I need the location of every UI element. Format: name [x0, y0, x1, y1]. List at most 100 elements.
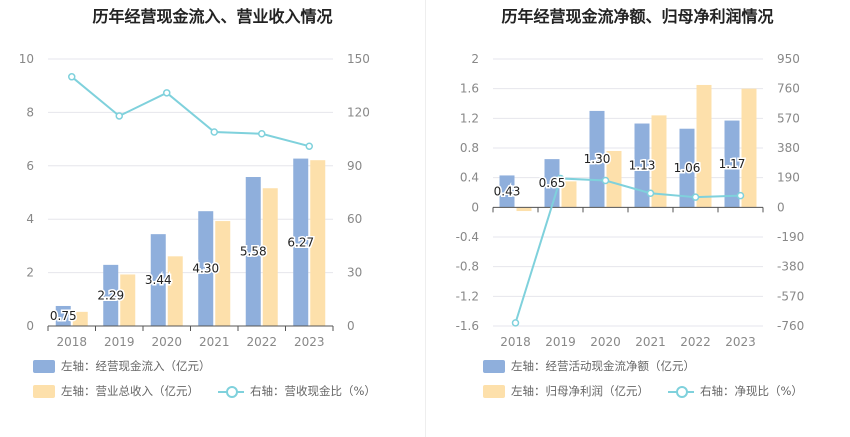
- x-tick-label: 2022: [680, 335, 711, 349]
- data-label: 3.44: [145, 273, 172, 287]
- legend-label: 右轴：营收现金比（%）: [250, 384, 376, 398]
- legend-swatch-icon: [33, 384, 55, 398]
- data-label: 4.30: [192, 262, 219, 276]
- legend-item-net-cash-flow[interactable]: 左轴：经营活动现金流净额（亿元）: [483, 358, 695, 374]
- y-left-tick-label: 0.4: [460, 171, 479, 185]
- x-tick-label: 2021: [635, 335, 666, 349]
- y-right-tick-label: 150: [347, 52, 370, 66]
- x-tick-label: 2018: [56, 335, 87, 349]
- y-left-tick-label: 1.6: [460, 82, 479, 96]
- x-tick-label: 2018: [500, 335, 531, 349]
- y-left-tick-label: 8: [26, 105, 34, 119]
- legend-label: 左轴：归母净利润（亿元）: [511, 384, 649, 398]
- data-label: 1.13: [629, 158, 656, 172]
- y-right-tick-label: -190: [777, 230, 804, 244]
- line-point: [68, 73, 76, 81]
- x-tick-label: 2019: [545, 335, 576, 349]
- bar: [262, 188, 278, 326]
- y-left-tick-label: 2: [471, 52, 479, 66]
- line-point: [556, 174, 565, 183]
- x-tick-label: 2021: [199, 335, 230, 349]
- line-point: [305, 142, 313, 150]
- left-chart-panel: 历年经营现金流入、营业收入情况 0 2 4 6 8 10 0 30 60 90 120 150 2018…: [19, 7, 376, 399]
- x-tick-label: 2023: [725, 335, 756, 349]
- legend-item-revenue[interactable]: 左轴：营业总收入（亿元）: [33, 383, 199, 399]
- bar: [679, 128, 695, 208]
- legend-label: 左轴：营业总收入（亿元）: [61, 384, 199, 398]
- legend-label: 右轴：净现比（%）: [700, 384, 803, 398]
- line-point: [210, 128, 218, 136]
- data-label: 1.17: [719, 157, 746, 171]
- bar: [310, 160, 326, 326]
- legend-label: 左轴：经营现金流入（亿元）: [61, 359, 211, 373]
- x-tick-label: 2022: [246, 335, 277, 349]
- line-point: [163, 89, 171, 97]
- line-point: [601, 176, 610, 185]
- panel-divider: [425, 0, 426, 437]
- bar: [724, 120, 740, 208]
- bar: [103, 264, 119, 326]
- line-point: [691, 193, 700, 201]
- bar: [561, 181, 577, 208]
- legend-line-marker-icon: [218, 385, 244, 398]
- y-right-tick-label: -570: [777, 289, 804, 303]
- y-right-tick-label: 0: [777, 200, 785, 214]
- legend-item-cash-inflow[interactable]: 左轴：经营现金流入（亿元）: [33, 358, 211, 374]
- chart-title: 历年经营现金流净额、归母净利润情况: [501, 7, 774, 26]
- bar: [293, 158, 309, 326]
- y-left-tick-label: -0.4: [456, 230, 479, 244]
- x-tick-label: 2019: [104, 335, 135, 349]
- y-left-tick-label: -0.8: [456, 260, 479, 274]
- data-label: 2.29: [97, 288, 124, 302]
- y-right-tick-label: 760: [777, 82, 800, 96]
- y-left-tick-label: 6: [26, 159, 34, 173]
- y-right-tick-label: 120: [347, 105, 370, 119]
- legend-item-net-profit[interactable]: 左轴：归母净利润（亿元）: [483, 383, 649, 399]
- y-right-tick-label: 570: [777, 111, 800, 125]
- data-label: 1.30: [584, 152, 611, 166]
- x-tick-label: 2020: [151, 335, 182, 349]
- y-right-tick-label: 190: [777, 171, 800, 185]
- legend-swatch-icon: [483, 384, 505, 398]
- legend-line-marker-icon: [668, 385, 694, 398]
- legend-swatch-icon: [483, 359, 505, 373]
- y-right-tick-label: 60: [347, 212, 362, 226]
- data-label: 0.43: [494, 184, 521, 198]
- y-left-tick-label: -1.6: [456, 319, 479, 333]
- bar: [741, 88, 757, 208]
- y-right-tick-label: 90: [347, 159, 362, 173]
- y-left-tick-label: 1.2: [460, 111, 479, 125]
- legend-item-cash-ratio[interactable]: 右轴：营收现金比（%）: [218, 383, 376, 399]
- bar: [589, 110, 605, 208]
- y-left-tick-label: 0.8: [460, 141, 479, 155]
- data-label: 5.58: [240, 245, 267, 259]
- bar: [499, 175, 515, 208]
- bar: [198, 211, 214, 326]
- bar: [72, 311, 88, 326]
- y-left-tick-label: 2: [26, 266, 34, 280]
- y-right-tick-label: 380: [777, 141, 800, 155]
- right-chart-panel: 历年经营现金流净额、归母净利润情况 -1.6 -1.2 -0.8 -0.4 0 0.4 0.…: [425, 0, 850, 437]
- bar: [120, 274, 136, 326]
- y-left-tick-label: 0: [26, 319, 34, 333]
- legend-swatch-icon: [33, 359, 55, 373]
- line-point: [511, 319, 520, 327]
- y-right-tick-label: -380: [777, 260, 804, 274]
- y-right-tick-label: -760: [777, 319, 804, 333]
- bar: [634, 123, 650, 208]
- y-left-tick-label: -1.2: [456, 289, 479, 303]
- data-label: 0.65: [539, 176, 566, 190]
- chart-title: 历年经营现金流入、营业收入情况: [92, 7, 333, 26]
- data-label: 1.06: [674, 161, 701, 175]
- bar: [696, 84, 712, 208]
- y-right-tick-label: 0: [347, 319, 355, 333]
- ratio-line: [71, 76, 310, 148]
- line-point: [736, 191, 745, 200]
- legend-label: 左轴：经营活动现金流净额（亿元）: [511, 359, 695, 373]
- x-tick-label: 2023: [294, 335, 325, 349]
- bar: [245, 177, 261, 326]
- y-left-tick-label: 4: [26, 212, 34, 226]
- legend-item-net-cash-ratio[interactable]: 右轴：净现比（%）: [668, 383, 803, 399]
- bar: [150, 234, 166, 326]
- y-left-tick-label: 0: [471, 200, 479, 214]
